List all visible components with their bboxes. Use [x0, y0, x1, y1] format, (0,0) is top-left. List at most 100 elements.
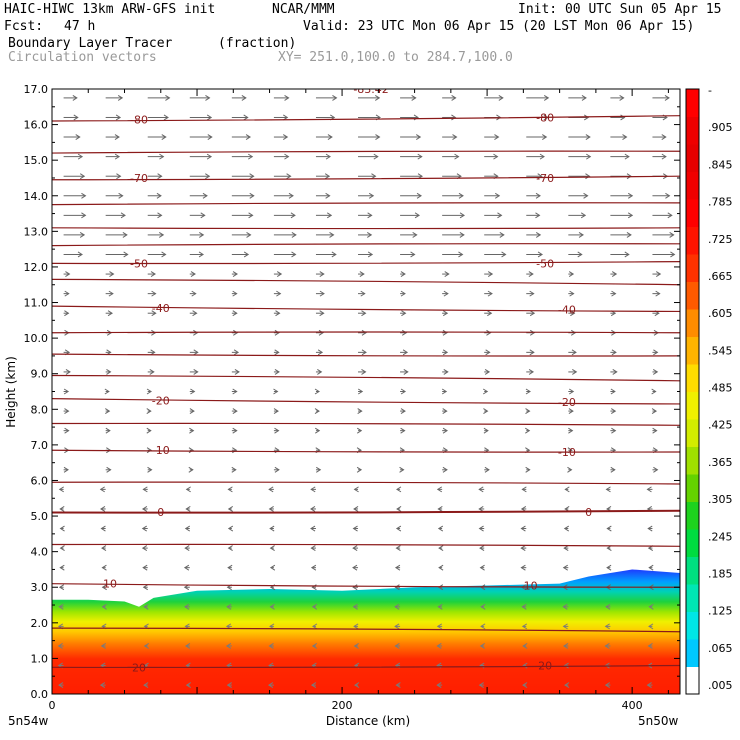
- y-tick-label-6: 6.0: [31, 474, 49, 487]
- vector-arrow-42: [563, 643, 569, 649]
- vector-arrow-431: [526, 134, 548, 140]
- vector-arrow-262: [358, 349, 367, 356]
- y-tick-label-11: 11.0: [24, 297, 49, 310]
- vector-arrow-7: [354, 682, 360, 689]
- colorbar-swatch-8: [686, 446, 699, 475]
- vector-arrow-102: [562, 564, 569, 571]
- vector-arrow-357: [568, 231, 584, 238]
- vector-arrow-95: [269, 564, 276, 571]
- colorbar-swatch-11: [686, 364, 699, 392]
- vector-arrow-135: [59, 506, 65, 512]
- vector-arrow-34: [225, 643, 232, 649]
- contour-line-0: [52, 86, 680, 87]
- vector-arrow-415: [484, 153, 499, 160]
- colorbar-swatch-19: [686, 144, 699, 172]
- vector-arrow-105: [59, 545, 65, 552]
- vector-arrow-110: [269, 545, 275, 552]
- vector-arrow-361: [105, 212, 126, 219]
- vector-arrow-144: [437, 506, 443, 512]
- vector-arrow-413: [400, 153, 423, 160]
- contour-label-10: -20: [558, 396, 576, 409]
- vector-arrow-438: [189, 114, 213, 121]
- vector-arrow-435: [63, 114, 79, 121]
- vector-arrow-78: [183, 584, 190, 591]
- vector-arrow-434: [652, 134, 667, 140]
- contour-line-14: [52, 422, 680, 426]
- vector-arrow-235: [482, 388, 489, 395]
- vector-arrow-334: [231, 251, 250, 258]
- contour-label-0: -83.42: [353, 83, 388, 96]
- vector-arrow-27: [563, 662, 569, 669]
- plot-title: HAIC-HIWC 13km ARW-GFS init: [4, 2, 216, 17]
- vector-arrow-82: [352, 584, 359, 591]
- vector-arrow-243: [189, 369, 199, 375]
- vector-arrow-384: [442, 192, 464, 199]
- vector-arrow-128: [395, 525, 402, 532]
- vector-arrow-100: [479, 564, 485, 571]
- colorbar-swatch-5: [686, 529, 699, 557]
- y-tick-label-16: 16.0: [24, 119, 49, 132]
- vector-arrow-358: [610, 231, 632, 238]
- vector-arrow-264: [442, 349, 449, 356]
- vector-arrow-297: [568, 310, 576, 317]
- vector-arrow-250: [484, 369, 491, 375]
- vector-arrow-372: [568, 212, 587, 219]
- contour-line-2: [52, 150, 680, 154]
- vector-arrow-344: [652, 251, 676, 258]
- vector-arrow-0: [58, 682, 64, 689]
- colorbar-swatch-4: [686, 556, 699, 585]
- vector-arrow-223: [610, 408, 617, 414]
- colorbar-swatch-18: [686, 171, 699, 200]
- y-tick-label-15: 15.0: [24, 154, 49, 167]
- forecast-hour: 47 h: [64, 19, 96, 34]
- vector-arrow-36: [311, 643, 318, 649]
- vector-arrow-461: [526, 94, 550, 101]
- vector-arrow-376: [105, 192, 124, 199]
- vector-arrow-30: [57, 643, 64, 649]
- vector-arrow-383: [400, 192, 422, 199]
- vector-arrow-213: [189, 408, 195, 414]
- temperature-contours: [52, 86, 680, 669]
- vector-arrow-414: [442, 153, 460, 160]
- vector-arrow-139: [227, 506, 234, 512]
- vector-arrow-59: [648, 623, 654, 630]
- vector-arrow-395: [273, 173, 292, 180]
- vector-arrow-209: [652, 427, 658, 434]
- vector-arrow-68: [394, 603, 401, 610]
- vector-arrow-76: [101, 584, 107, 591]
- vector-arrow-324: [442, 271, 450, 277]
- vector-arrow-127: [352, 525, 359, 532]
- vector-arrow-6: [310, 682, 317, 689]
- vector-arrow-378: [189, 192, 208, 199]
- vector-arrow-5: [267, 682, 274, 689]
- vector-arrow-314: [652, 290, 661, 297]
- y-axis-ticks: 0.0 1.0 2.0 3.0 4.0 5.0 6.0 7.0 8.0 9.0 10.0 11.0 12…: [24, 83, 680, 701]
- contour-line-1: [52, 115, 680, 122]
- vector-arrow-382: [358, 192, 375, 199]
- vector-arrow-444: [442, 114, 457, 121]
- vector-arrow-291: [315, 310, 325, 317]
- vector-arrow-174: [442, 466, 448, 473]
- vector-arrow-301: [105, 290, 114, 297]
- colorbar-label-1: .065: [708, 642, 733, 655]
- vector-arrow-426: [315, 134, 333, 140]
- vector-arrow-362: [147, 212, 163, 219]
- vector-arrow-353: [400, 231, 418, 238]
- vector-arrow-377: [147, 192, 162, 199]
- vector-arrow-216: [314, 408, 320, 414]
- vector-arrow-112: [352, 545, 359, 552]
- contour-line-4: [52, 202, 680, 206]
- vector-arrow-108: [184, 545, 190, 552]
- colorbar-swatch-9: [686, 419, 699, 447]
- vector-arrow-373: [610, 212, 634, 219]
- y-tick-label-2: 2.0: [31, 617, 49, 630]
- vector-arrow-136: [100, 506, 106, 512]
- vector-arrow-448: [610, 114, 626, 121]
- x-axis-left-end: 5n54w: [8, 714, 49, 728]
- contour-label-2: -80: [536, 111, 554, 124]
- vector-arrow-290: [273, 310, 281, 317]
- vector-arrow-212: [146, 408, 152, 414]
- vector-arrow-198: [189, 427, 195, 434]
- vector-arrow-338: [400, 251, 416, 258]
- vector-arrow-195: [63, 427, 70, 434]
